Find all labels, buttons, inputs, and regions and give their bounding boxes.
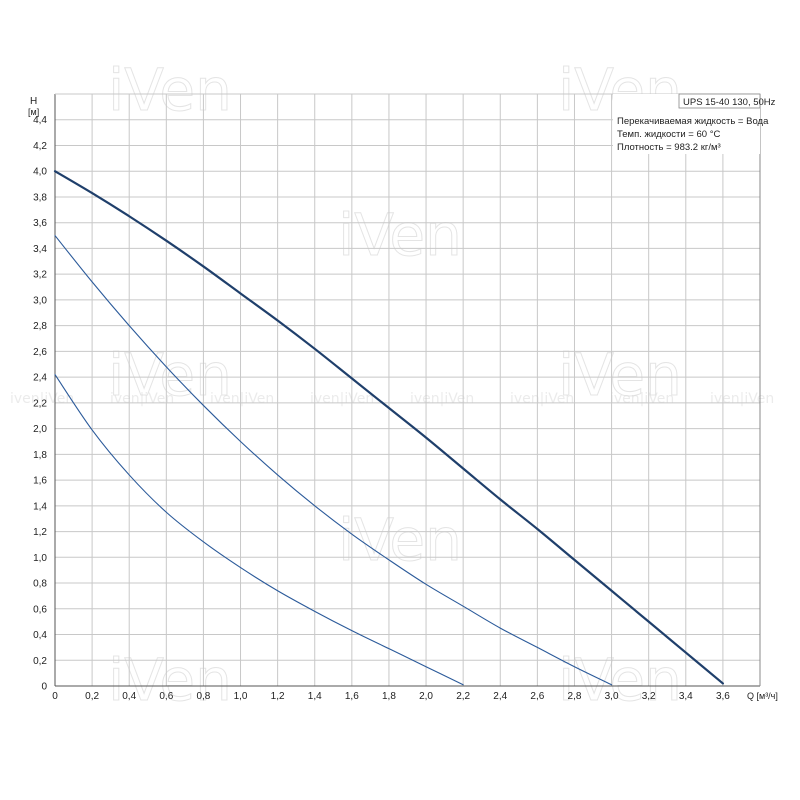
watermark-text: iVen (108, 56, 232, 124)
y-axis-label-unit: [м] (28, 107, 39, 117)
x-tick-label: 3,4 (679, 691, 693, 702)
y-tick-label: 3,8 (33, 192, 47, 203)
y-tick-label: 1,2 (33, 527, 47, 538)
y-tick-label: 2,4 (33, 373, 47, 384)
annotation-density: Плотность = 983.2 кг/м³ (617, 142, 721, 153)
title-box (678, 93, 761, 109)
series-lines (53, 170, 724, 686)
y-tick-label: 0 (41, 682, 47, 693)
x-tick-label: 2,6 (530, 691, 544, 702)
x-tick-label: 3,6 (716, 691, 730, 702)
y-tick-label: 3,2 (33, 270, 47, 281)
x-tick-label: 2,2 (456, 691, 470, 702)
annotation-temperature: Темп. жидкости = 60 °C (617, 129, 720, 140)
y-axis-label-letter: H (30, 96, 37, 107)
y-tick-label: 1,0 (33, 553, 47, 564)
watermark-strip-text: iven|iVen (410, 391, 474, 407)
x-tick-label: 0 (52, 691, 58, 702)
x-tick-label: 1,6 (345, 691, 359, 702)
y-tick-labels: 0 0,2 0,4 0,6 0,8 1,0 1,2 1,4 1,6 1,8 2,0 2,2 2,4 2,6… (33, 115, 47, 692)
watermark-strip-text: iven|iVen (110, 391, 174, 407)
y-tick-label: 0,2 (33, 656, 47, 667)
x-tick-label: 1,8 (382, 691, 396, 702)
x-tick-label: 0,8 (196, 691, 210, 702)
watermark-strip-text: iven|iVen (310, 391, 374, 407)
x-axis-label: Q [м³/ч] (747, 691, 778, 701)
x-tick-label: 2,4 (493, 691, 507, 702)
info-box: UPS 15-40 130, 50Hz Перекачиваемая жидко… (613, 93, 776, 154)
series-line-3 (54, 374, 464, 686)
watermark-text: iVen (558, 646, 682, 714)
y-tick-label: 4,0 (33, 167, 47, 178)
y-tick-label: 0,8 (33, 579, 47, 590)
x-tick-label: 0,6 (159, 691, 173, 702)
y-tick-label: 4,4 (33, 115, 47, 126)
x-tick-label: 1,2 (271, 691, 285, 702)
series-line-2 (54, 235, 613, 686)
y-tick-label: 2,2 (33, 398, 47, 409)
x-tick-label: 3,2 (642, 691, 656, 702)
y-tick-label: 1,6 (33, 476, 47, 487)
chart-title: UPS 15-40 130, 50Hz (683, 97, 776, 108)
watermark-text: iVen (338, 201, 462, 269)
x-tick-label: 1,0 (234, 691, 248, 702)
y-tick-label: 3,6 (33, 218, 47, 229)
watermark-text: iVen (338, 506, 462, 574)
x-tick-label: 3,0 (605, 691, 619, 702)
y-tick-label: 3,4 (33, 244, 47, 255)
watermark-text: iVen (558, 341, 682, 409)
x-tick-label: 2,8 (568, 691, 582, 702)
annotation-fluid: Перекачиваемая жидкость = Вода (617, 116, 769, 127)
watermark-strip-text: iven|iVen (710, 391, 774, 407)
watermark-text: iVen (108, 341, 232, 409)
watermark-text: iVen (108, 646, 232, 714)
y-tick-label: 1,4 (33, 501, 47, 512)
y-tick-label: 2,6 (33, 347, 47, 358)
x-tick-labels: 0 0,2 0,4 0,6 0,8 1,0 1,2 1,4 1,6 1,8 2,0 2,2 2,4 2,6… (52, 691, 730, 702)
x-tick-label: 0,2 (85, 691, 99, 702)
y-tick-label: 2,0 (33, 424, 47, 435)
y-tick-label: 0,6 (33, 604, 47, 615)
watermark-strip-text: iven|iVen (510, 391, 574, 407)
y-tick-label: 4,2 (33, 141, 47, 152)
y-tick-label: 0,4 (33, 630, 47, 641)
x-tick-label: 0,4 (122, 691, 136, 702)
x-tick-label: 2,0 (419, 691, 433, 702)
series-line-1 (53, 170, 724, 685)
y-tick-label: 2,8 (33, 321, 47, 332)
x-tick-label: 1,4 (308, 691, 322, 702)
y-tick-label: 1,8 (33, 450, 47, 461)
watermark-strip-text: iven|iVen (210, 391, 274, 407)
watermark-strip-text: iven|iVen (610, 391, 674, 407)
y-tick-label: 3,0 (33, 295, 47, 306)
